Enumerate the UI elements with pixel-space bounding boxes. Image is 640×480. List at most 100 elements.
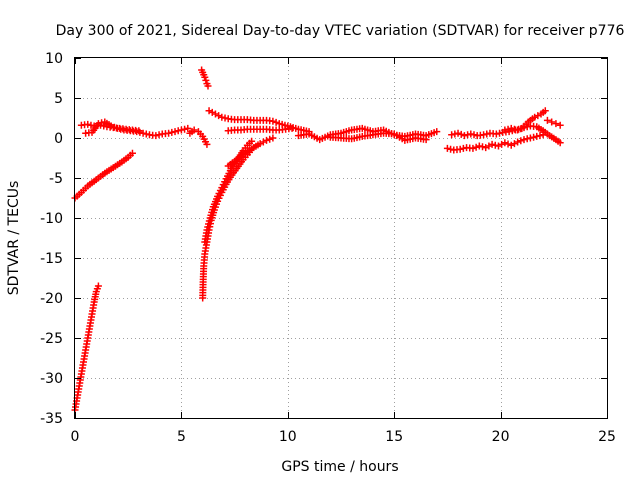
x-tick-label: 20 [492,429,510,445]
data-point [168,128,176,136]
y-tick-label: -25 [40,331,63,347]
data-point [94,282,102,290]
data-point [155,131,163,139]
x-tick-label: 25 [598,429,616,445]
data-point [107,122,115,130]
data-point [514,126,522,134]
data-point [470,131,478,139]
y-tick-label: -30 [40,371,63,387]
data-point [536,132,544,140]
series-seg-f [198,66,212,90]
data-point [174,127,182,135]
data-point [221,114,229,122]
y-tick-label: -20 [40,291,63,307]
data-point [177,126,185,134]
y-axis-label: SDTVAR / TECUs [6,181,22,296]
data-point [87,121,95,129]
data-point [496,129,504,137]
plot-frame [74,57,608,419]
data-point [548,118,556,126]
data-point [460,132,468,140]
data-point [523,123,531,131]
data-point [504,140,512,148]
data-point [520,124,528,132]
data-point [504,125,512,133]
series-seg-m [326,129,430,144]
series-seg-d [82,118,192,140]
data-point [472,143,480,151]
x-tick-label: 10 [279,429,297,445]
data-point [181,125,189,133]
data-point [139,129,147,137]
data-point [520,136,528,144]
data-point [117,125,125,133]
data-point [480,131,488,139]
x-axis-label: GPS time / hours [281,459,398,475]
data-point [491,141,499,149]
data-point [203,140,211,148]
data-point [266,135,274,143]
data-point [501,139,509,147]
x-tick-label: 0 [71,429,80,445]
data-point [422,136,430,144]
data-point [507,124,515,132]
data-point [133,128,141,136]
y-tick-label: -35 [40,411,63,427]
data-point [190,126,198,134]
data-point [165,129,173,137]
data-point [556,139,564,147]
data-point [454,129,462,137]
data-point [269,117,277,125]
data-point [483,130,491,138]
data-point [288,124,296,132]
data-point [202,76,210,84]
data-point [517,125,525,133]
series-seg-q [543,116,564,129]
data-point [469,144,477,152]
data-point [184,124,192,132]
data-point [543,116,551,124]
data-point [248,137,256,145]
data-point [152,132,160,140]
series-seg-n [443,131,547,154]
x-tick-labels: 0 5 10 15 20 25 [71,429,616,445]
data-point [114,124,122,132]
series-seg-e [186,126,211,148]
data-point [142,130,150,138]
data-point [456,145,464,153]
data-point [443,144,451,152]
data-point [541,107,549,115]
series-seg-j [205,107,313,136]
data-point [128,149,136,157]
data-point [451,130,459,138]
axis-ticks [75,58,608,419]
data-point [94,120,102,128]
y-tick-label: -5 [49,171,63,187]
series-seg-k [224,124,296,135]
data-point [514,138,522,146]
data-point [526,134,534,142]
data-point [84,120,92,128]
x-tick-label: 15 [385,429,403,445]
data-point [136,128,144,136]
series-seg-h [201,137,256,246]
data-point [204,82,212,90]
data-point [467,130,475,138]
data-point [447,145,455,153]
data-point [556,121,564,129]
data-point [464,131,472,139]
y-tick-label: 0 [54,131,63,147]
series-seg-i [224,134,277,170]
data-point [517,137,525,145]
y-tick-label: -15 [40,251,63,267]
x-tick-label: 5 [177,429,186,445]
data-point [263,136,271,144]
data-point [523,135,531,143]
data-point [488,140,496,148]
data-point [475,142,483,150]
data-point [218,113,226,121]
data-point [110,123,118,131]
data-point [433,128,441,136]
data-point [201,73,209,81]
